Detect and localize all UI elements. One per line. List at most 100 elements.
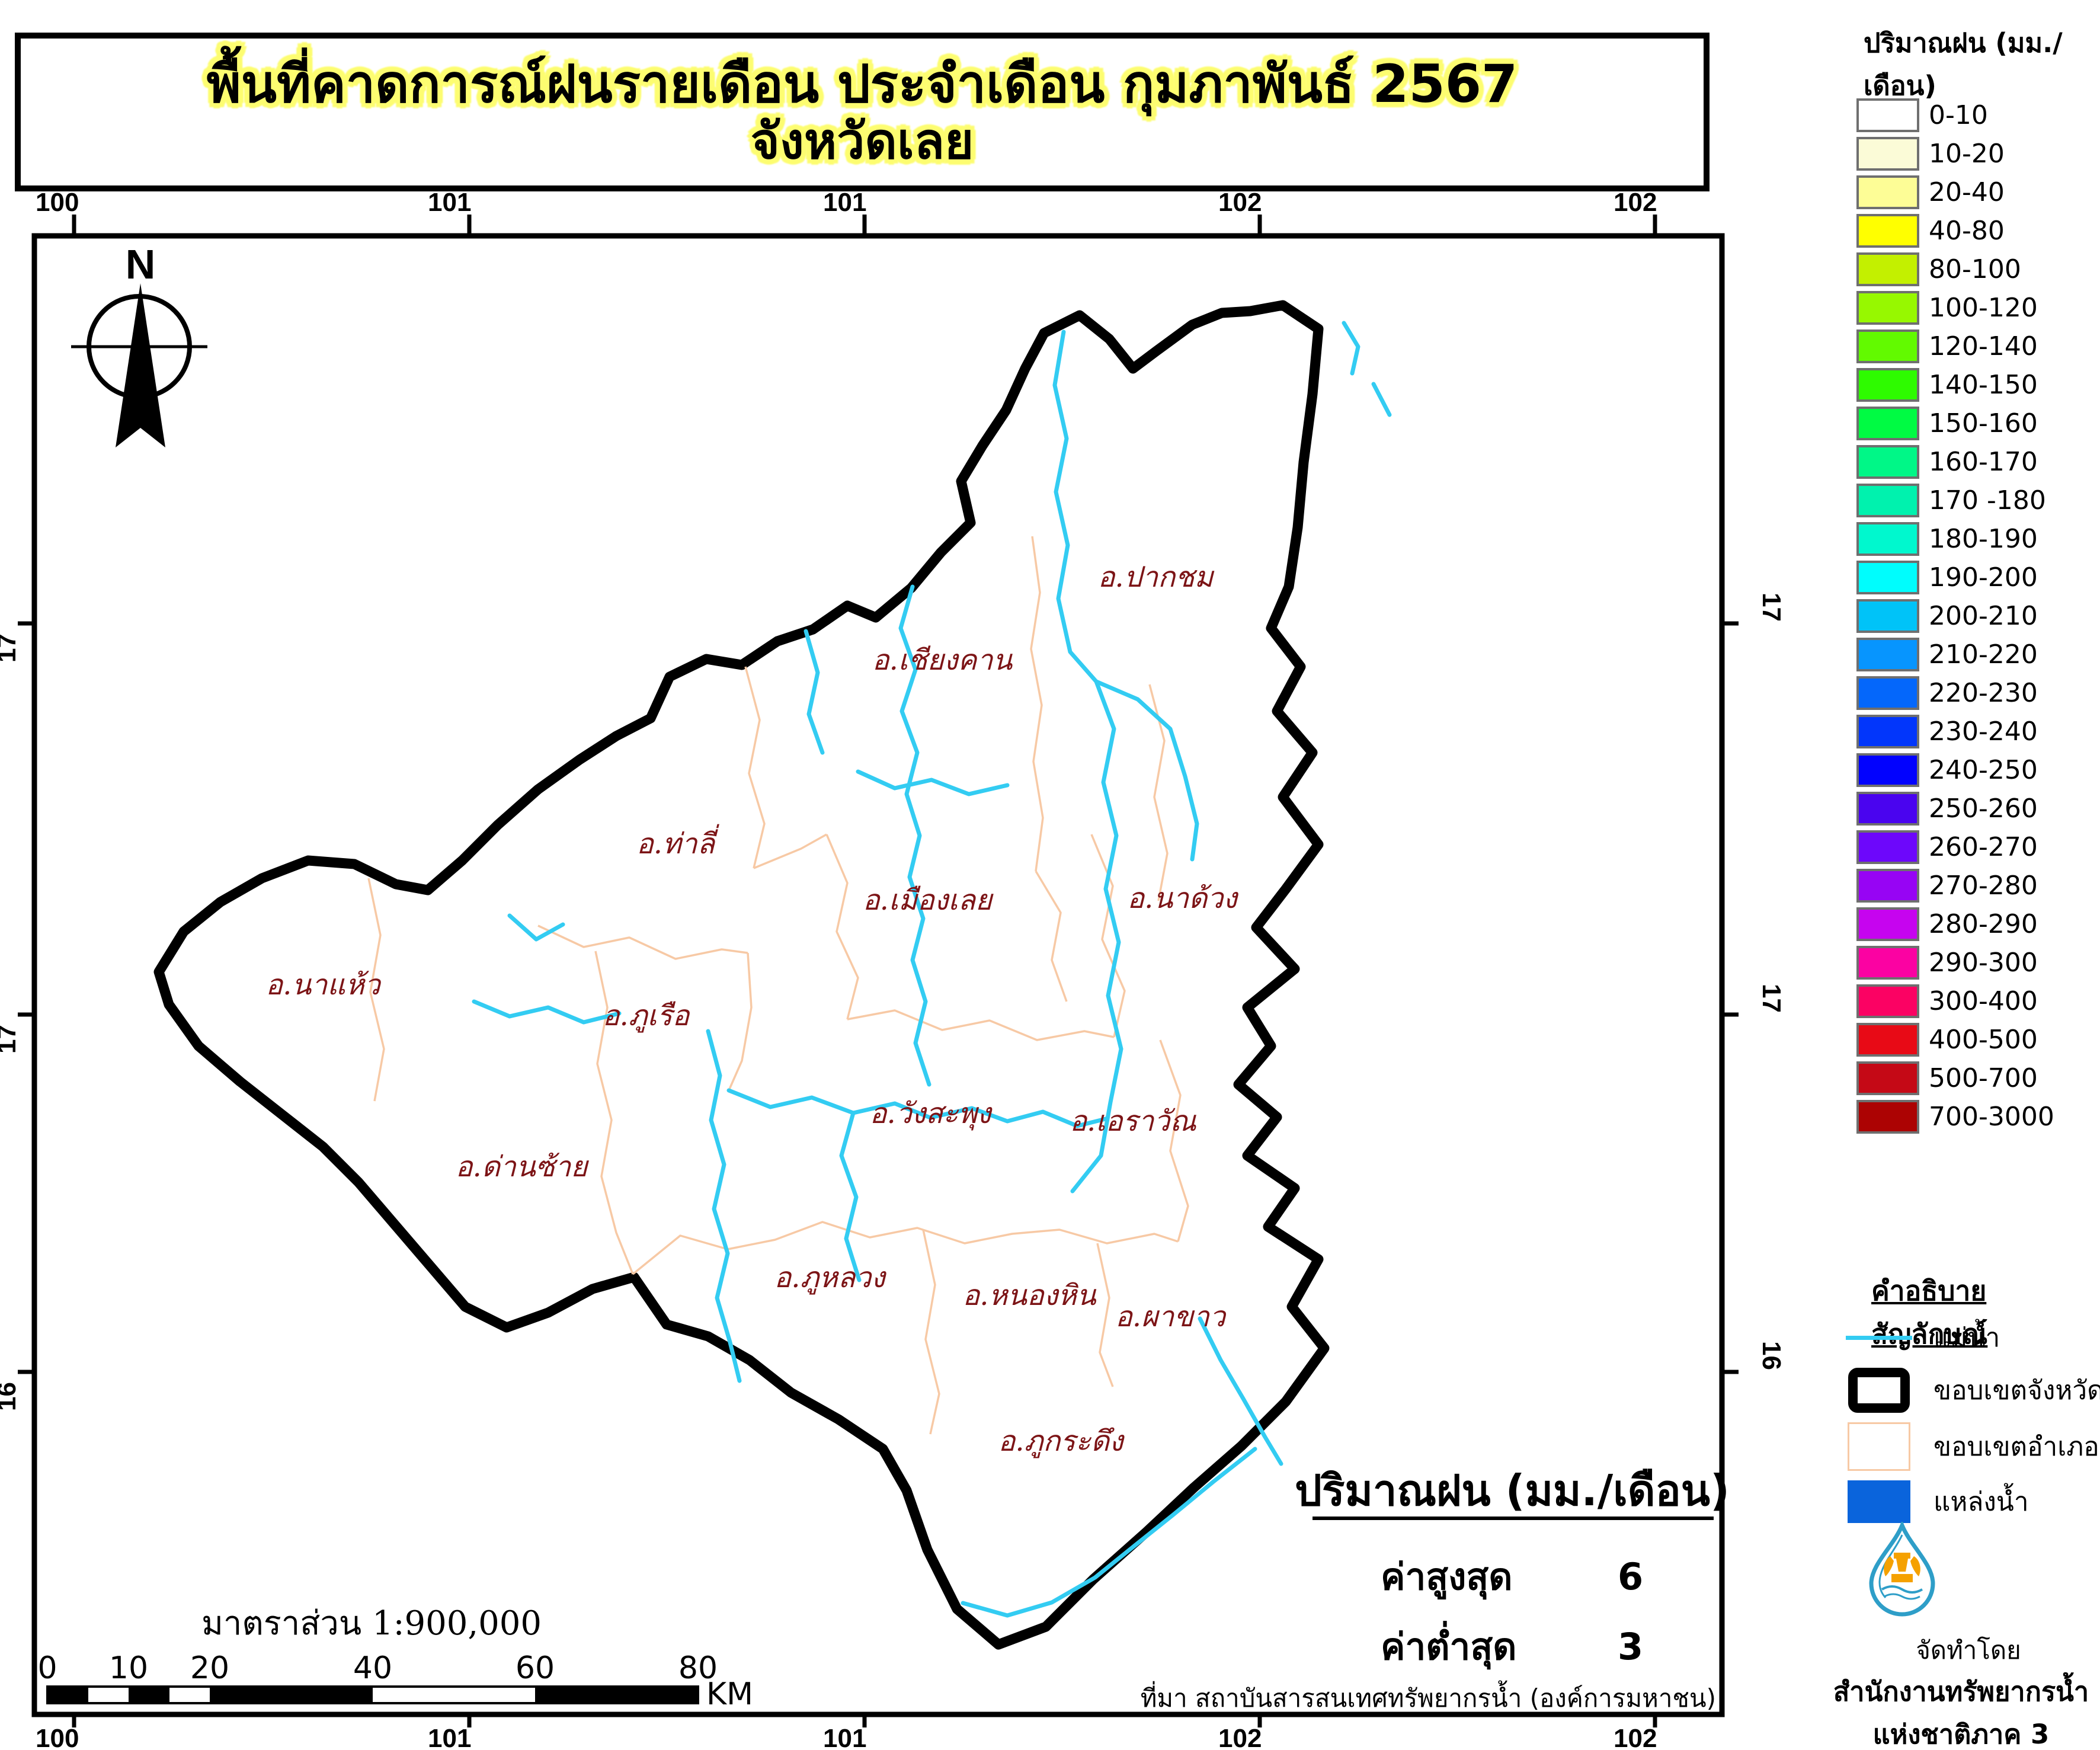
province-outline-icon (1840, 1368, 1918, 1413)
rain-scale-swatch (1856, 792, 1919, 826)
rain-scale-swatch (1856, 638, 1919, 671)
axis-tick-label: 102 (1218, 188, 1262, 217)
water-fill-icon (1840, 1480, 1918, 1523)
rain-scale-row: 10-20 (1856, 137, 2054, 171)
rain-scale-row: 400-500 (1856, 1023, 2054, 1057)
river-line-icon (1840, 1335, 1918, 1340)
district-label: อ.ผาขาว (1115, 1300, 1227, 1333)
rain-scale-swatch (1856, 715, 1919, 748)
rain-scale-row: 0-10 (1856, 98, 2054, 132)
district-label: อ.ภูกระดึง (998, 1425, 1126, 1458)
rain-scale-range-label: 150-160 (1929, 408, 2038, 439)
rain-scale-swatch (1856, 214, 1919, 248)
district-label: อ.เอราวัณ (1070, 1105, 1196, 1138)
axis-tick-label: 100 (36, 1724, 79, 1750)
rain-scale-swatch (1856, 599, 1919, 633)
rain-scale-row: 160-170 (1856, 445, 2054, 479)
rain-scale-swatch (1856, 175, 1919, 209)
bottom-axis-labels: 100 101 101 102 102 (36, 1724, 1657, 1750)
compass: N (71, 241, 207, 447)
rain-scale-range-label: 290-300 (1929, 948, 2038, 978)
rain-scale-row: 190-200 (1856, 561, 2054, 594)
rain-scale-swatch (1856, 368, 1919, 402)
axis-tick-label: 102 (1614, 1724, 1657, 1750)
rain-scale-swatch (1856, 137, 1919, 171)
rivers (472, 321, 1392, 1618)
rain-scale-row: 180-190 (1856, 522, 2054, 556)
agency-logo (1864, 1519, 1940, 1621)
rain-scale-range-label: 20-40 (1929, 177, 2005, 207)
rain-scale-row: 270-280 (1856, 869, 2054, 903)
axis-tick-label: 101 (428, 1724, 471, 1750)
symbol-row-water: แหล่งน้ำ (1840, 1480, 2100, 1523)
symbol-row-province: ขอบเขตจังหวัด (1840, 1368, 2100, 1413)
axis-tick-label: 100 (36, 188, 79, 217)
axis-tick-label: 17 (1757, 593, 1786, 622)
rain-scale-range-label: 250-260 (1929, 794, 2038, 824)
rain-max-value: 6 (1618, 1555, 1643, 1598)
source-attribution: ที่มา สถาบันสารสนเทศทรัพยากรน้ำ (องค์การ… (1141, 1680, 1716, 1713)
rain-scale-row: 290-300 (1856, 946, 2054, 980)
axis-tick-label: 102 (1614, 188, 1657, 217)
rain-scale-swatch (1856, 907, 1919, 941)
rain-scale-range-label: 280-290 (1929, 909, 2038, 939)
scale-tick-label: 20 (190, 1650, 229, 1686)
symbol-row-district: ขอบเขตอำเภอ (1840, 1422, 2100, 1471)
rain-scale-row: 140-150 (1856, 368, 2054, 402)
map-frame (31, 233, 1725, 1717)
right-ticks (1722, 621, 1739, 1374)
rain-info-box: ปริมาณฝน (มม./เดือน) ค่าสูงสุด 6 ค่าต่ำส… (1295, 1466, 1730, 1669)
rain-scale-range-label: 300-400 (1929, 986, 2038, 1016)
rain-scale-range-label: 400-500 (1929, 1025, 2038, 1055)
scale-bar-segment (210, 1687, 373, 1703)
rain-scale-swatch (1856, 984, 1919, 1018)
rain-scale-swatch (1856, 484, 1919, 517)
rain-scale-range-label: 190-200 (1929, 562, 2038, 593)
rain-scale-row: 200-210 (1856, 599, 2054, 633)
district-label: อ.ปากชม (1098, 561, 1215, 594)
rain-scale-row: 220-230 (1856, 676, 2054, 710)
district-label: อ.นาด้วง (1127, 882, 1239, 915)
scale-tick-label: 60 (516, 1650, 555, 1686)
symbol-label: แม่น้ำ (1933, 1323, 2000, 1353)
scale-bar-segment (129, 1687, 169, 1703)
rain-scale-row: 500-700 (1856, 1061, 2054, 1095)
scale-tick-label: 0 (37, 1650, 57, 1686)
axis-tick-label: 17 (0, 634, 21, 663)
rain-scale-swatch (1856, 561, 1919, 594)
axis-tick-label: 101 (428, 188, 471, 217)
rain-scale-range-label: 700-3000 (1929, 1102, 2054, 1132)
rain-scale-swatch (1856, 329, 1919, 363)
rain-scale-range-label: 220-230 (1929, 678, 2038, 708)
rain-info-title: ปริมาณฝน (มม./เดือน) (1295, 1466, 1730, 1515)
rain-scale-row: 20-40 (1856, 175, 2054, 209)
rain-scale-range-label: 140-150 (1929, 370, 2038, 400)
rain-scale-row: 100-120 (1856, 291, 2054, 325)
district-label: อ.วังสะพุง (870, 1097, 993, 1131)
rain-scale-range-label: 210-220 (1929, 639, 2038, 670)
rain-scale-range-label: 500-700 (1929, 1063, 2038, 1093)
page-title-line2: จังหวัดเลย (750, 112, 974, 171)
rain-scale-swatch (1856, 946, 1919, 980)
rain-scale-swatch (1856, 1023, 1919, 1057)
rain-scale-swatch (1856, 291, 1919, 325)
rain-scale-range-label: 160-170 (1929, 447, 2038, 477)
rain-scale-swatch (1856, 98, 1919, 132)
district-label: อ.เชียงคาน (872, 644, 1013, 677)
rain-scale-range-label: 230-240 (1929, 716, 2038, 747)
rain-scale-range-label: 80-100 (1929, 254, 2021, 284)
rain-scale-range-label: 260-270 (1929, 832, 2038, 862)
rain-scale-row: 250-260 (1856, 792, 2054, 826)
rain-scale-range-label: 0-10 (1929, 100, 1988, 130)
symbol-row-river: แม่น้ำ (1840, 1317, 2100, 1358)
water-drop-logo-icon (1869, 1519, 1935, 1617)
rain-scale-swatch (1856, 869, 1919, 903)
axis-tick-label: 16 (1757, 1341, 1786, 1370)
top-axis-labels: 100 101 101 102 102 (36, 188, 1657, 217)
rain-scale-swatch (1856, 407, 1919, 440)
symbols-legend: แม่น้ำ ขอบเขตจังหวัด ขอบเขตอำเภอ แหล่งน้… (1840, 1317, 2100, 1523)
rain-scale-range-label: 170 -180 (1929, 485, 2046, 516)
left-axis-labels: 17 17 16 (0, 634, 21, 1411)
